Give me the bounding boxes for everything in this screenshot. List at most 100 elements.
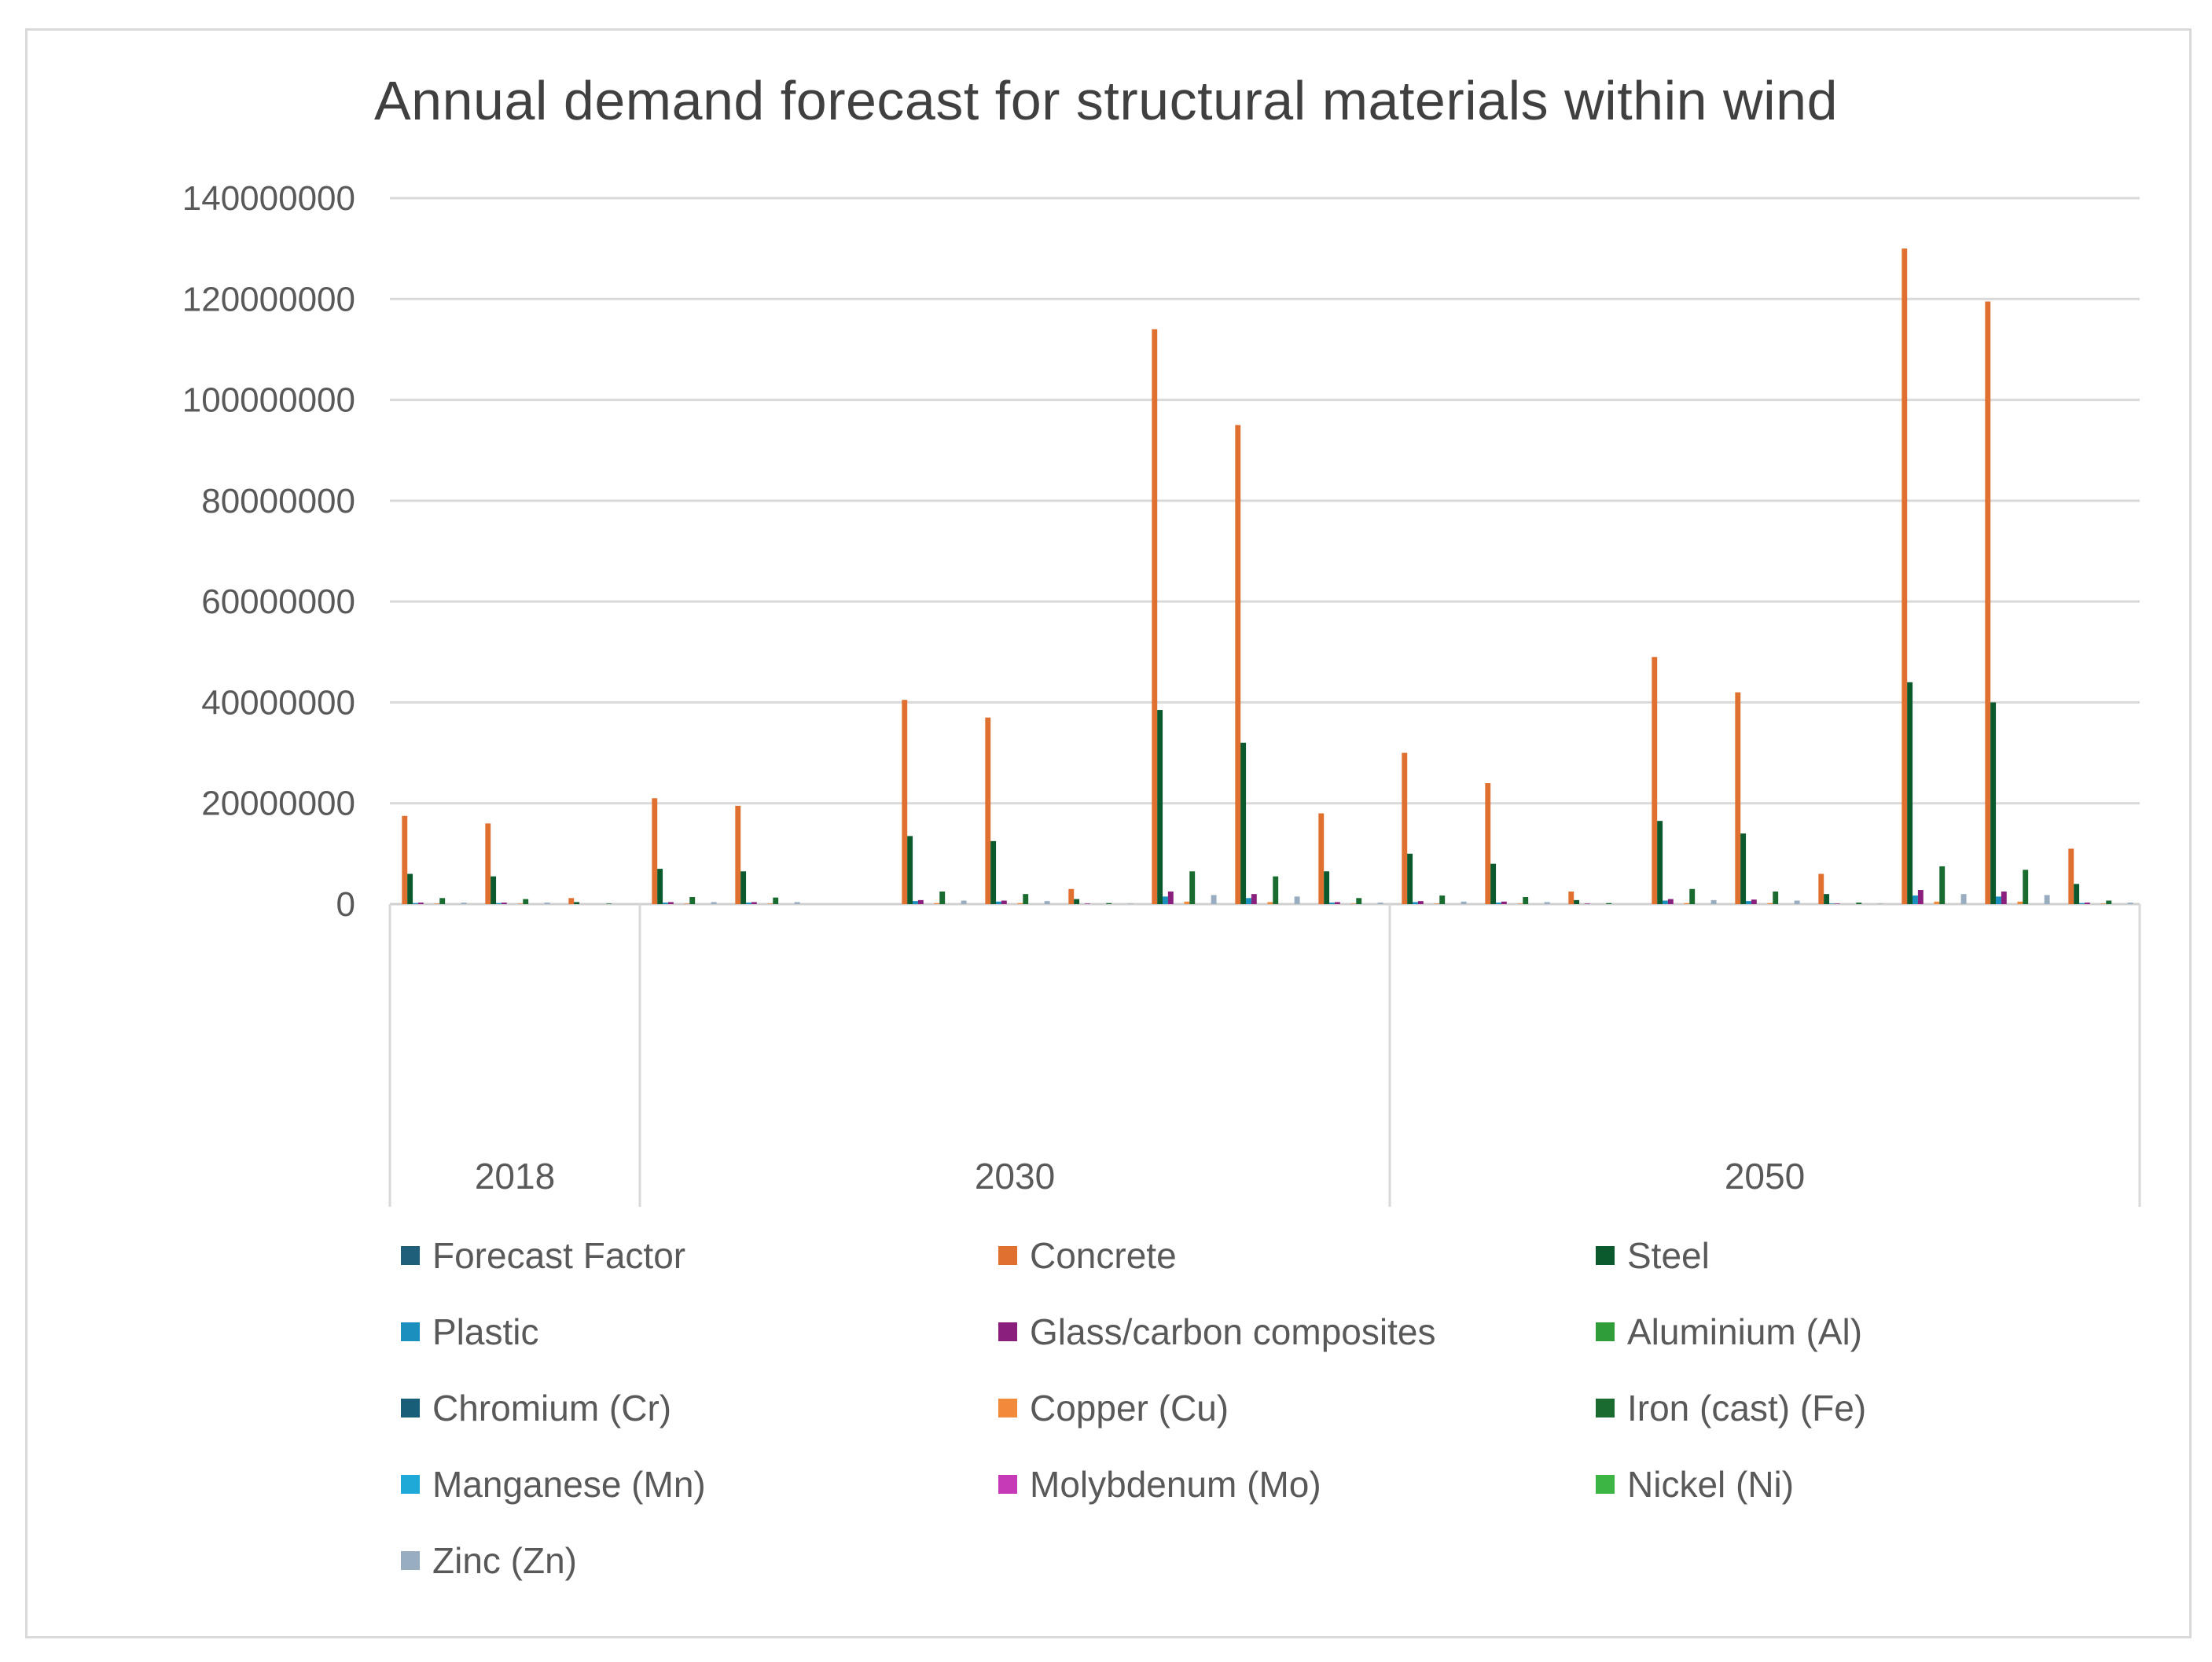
bar [1990,702,1997,904]
bar [1001,900,1007,904]
legend-item: Chromium (Cr) [401,1387,671,1429]
legend-item: Plastic [401,1311,538,1353]
y-tick-label: 120000000 [182,280,355,318]
bar [1417,901,1424,904]
bar [2023,870,2029,904]
bar [1657,821,1663,904]
bar [1084,903,1090,904]
gridlines [390,197,2140,906]
bars [402,248,2133,905]
bar [1735,692,1741,904]
bar [1939,866,1946,904]
bar [1407,853,1413,904]
bar [2017,901,2023,904]
legend-label: Manganese (Mn) [432,1464,706,1505]
legend-swatch [401,1551,420,1570]
legend-label: Steel [1627,1235,1710,1276]
legend-swatch [998,1322,1017,1341]
bar [1574,899,1580,904]
legend-label: Molybdenum (Mo) [1030,1464,1321,1505]
bar [1985,301,1991,904]
bar [1663,900,1668,904]
bar [652,798,658,904]
bar [1152,329,1158,904]
y-tick-label: 100000000 [182,381,355,420]
legend-swatch [998,1246,1017,1265]
bar [1318,813,1325,904]
chart-title: Annual demand forecast for structural ma… [373,70,1838,131]
legend-swatch [1596,1399,1615,1417]
bar [1584,903,1590,904]
bar [1829,903,1835,904]
bar [1163,896,1168,904]
chart-frame [25,28,2192,1638]
bar [1017,903,1023,904]
legend-swatch [998,1475,1017,1494]
legend-label: Iron (cast) (Fe) [1627,1388,1867,1429]
bar [740,871,747,904]
bar [1356,898,1362,904]
bar [1907,682,1913,904]
bar [1523,897,1529,904]
bar [711,902,717,904]
bar [1251,894,1257,904]
bar [1157,710,1163,904]
bar [1235,425,1241,904]
legend-item: Copper (Cu) [998,1387,1229,1429]
bar [1439,895,1446,904]
bar [2068,848,2074,904]
bar [990,840,997,904]
bar [1434,903,1440,904]
bar [1773,891,1779,904]
bar [1246,898,1251,904]
bar [568,898,575,904]
bar [1667,899,1674,904]
bar [1074,899,1080,904]
bar [934,903,940,904]
legend-swatch [998,1399,1017,1417]
bar [996,901,1001,904]
bar [1794,900,1800,904]
bar [417,903,424,904]
x-axis: 2018 2030 2050 [388,904,2141,1207]
legend-item: Aluminium (Al) [1596,1311,1862,1353]
legend-item: Forecast Factor [401,1234,685,1277]
bar [1934,901,1940,904]
legend-label: Plastic [432,1311,539,1352]
bar [657,869,663,904]
bar [1402,752,1408,904]
bar [902,700,908,904]
bar [684,903,690,904]
legend-swatch [1596,1475,1615,1494]
bar [1751,899,1757,904]
bar [523,899,529,904]
y-tick-label: 40000000 [201,683,355,722]
bar [1856,903,1862,904]
legend-item: Iron (cast) (Fe) [1596,1387,1866,1429]
bar [491,876,497,904]
bar [2001,891,2007,904]
bar [773,897,779,904]
bar [2074,884,2080,904]
legend-swatch [401,1475,420,1494]
legend-swatch [1596,1322,1615,1341]
bar [1824,894,1830,904]
bar [735,805,741,904]
bar [1377,903,1383,904]
bar [1913,895,1918,904]
bar [1710,899,1717,904]
bar [517,903,524,904]
y-tick-label: 0 [336,885,355,924]
bar [1606,903,1612,904]
bar [751,902,757,904]
bar [2127,903,2133,904]
y-tick-label: 60000000 [201,583,355,621]
bar [501,903,507,904]
bar [1960,894,1967,904]
bar [663,903,668,904]
bar [1917,890,1924,904]
bar [1189,871,1196,904]
legend-label: Concrete [1030,1235,1177,1276]
bar [1902,248,1908,905]
